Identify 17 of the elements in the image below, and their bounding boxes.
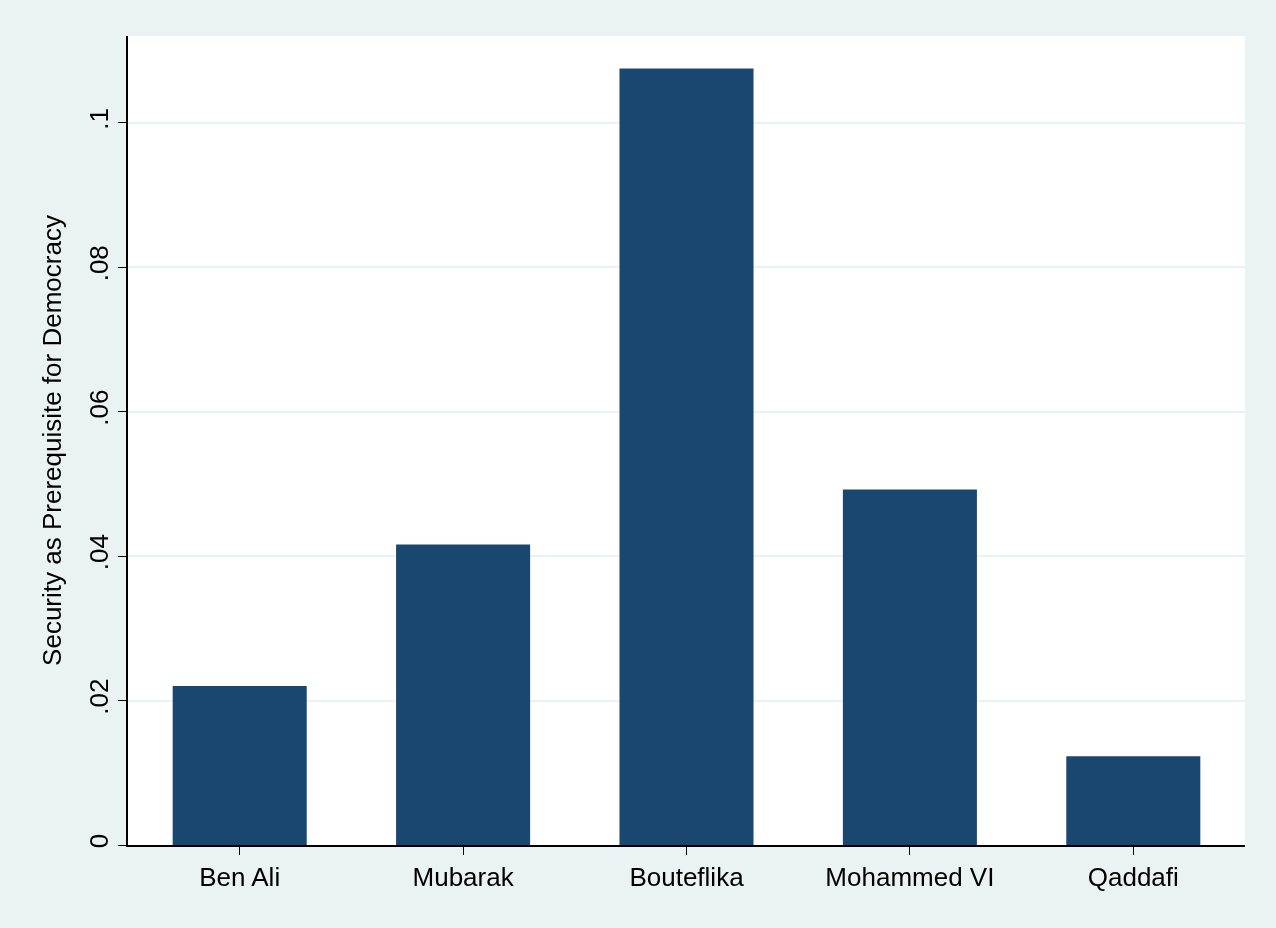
bar — [172, 686, 307, 845]
y-axis-title: Security as Prerequisite for Democracy — [36, 215, 67, 666]
x-tick-label: Bouteflika — [629, 861, 745, 892]
x-tick-label: Mohammed VI — [825, 861, 995, 892]
y-tick-label: .02 — [83, 678, 114, 715]
x-tick-label: Mubarak — [412, 861, 515, 892]
x-tick-label: Ben Ali — [199, 861, 281, 892]
bar — [1066, 756, 1201, 845]
y-tick-label: .06 — [83, 389, 114, 426]
bar — [619, 68, 754, 845]
bar — [842, 489, 977, 845]
x-tick-label: Qaddafi — [1087, 861, 1179, 892]
y-tick-label: 0 — [83, 833, 114, 849]
bar — [396, 544, 531, 845]
y-tick-label: .1 — [83, 107, 114, 130]
y-tick-label: .04 — [83, 534, 114, 571]
y-tick-label: .08 — [83, 245, 114, 282]
